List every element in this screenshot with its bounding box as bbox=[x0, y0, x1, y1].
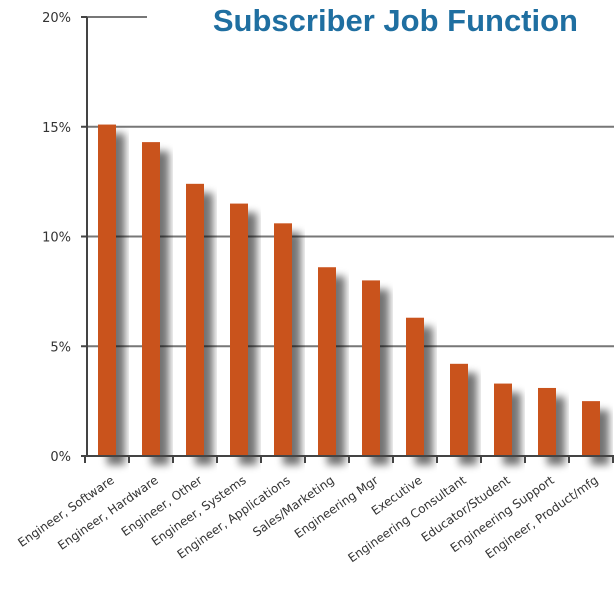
bar bbox=[538, 387, 556, 456]
grid-layer bbox=[87, 16, 614, 348]
bar bbox=[142, 142, 160, 457]
bar bbox=[582, 401, 600, 456]
x-tick-label: Engineering Mgr bbox=[292, 473, 381, 541]
bar-layer bbox=[98, 124, 600, 457]
bar bbox=[318, 267, 336, 456]
bar bbox=[450, 363, 468, 456]
bar bbox=[274, 223, 292, 456]
y-tick-label: 15% bbox=[42, 121, 71, 136]
bar bbox=[230, 203, 248, 456]
bar bbox=[406, 317, 424, 456]
y-tick-label: 0% bbox=[50, 450, 71, 465]
bar bbox=[362, 280, 380, 456]
bar bbox=[186, 183, 204, 456]
y-tick-label: 5% bbox=[50, 340, 71, 355]
axis-layer bbox=[81, 16, 614, 463]
y-tick-label: 10% bbox=[42, 231, 71, 246]
chart-title: Subscriber Job Function bbox=[213, 3, 578, 38]
y-tick-label: 20% bbox=[42, 11, 71, 26]
bar bbox=[98, 124, 116, 457]
bar bbox=[494, 383, 512, 456]
